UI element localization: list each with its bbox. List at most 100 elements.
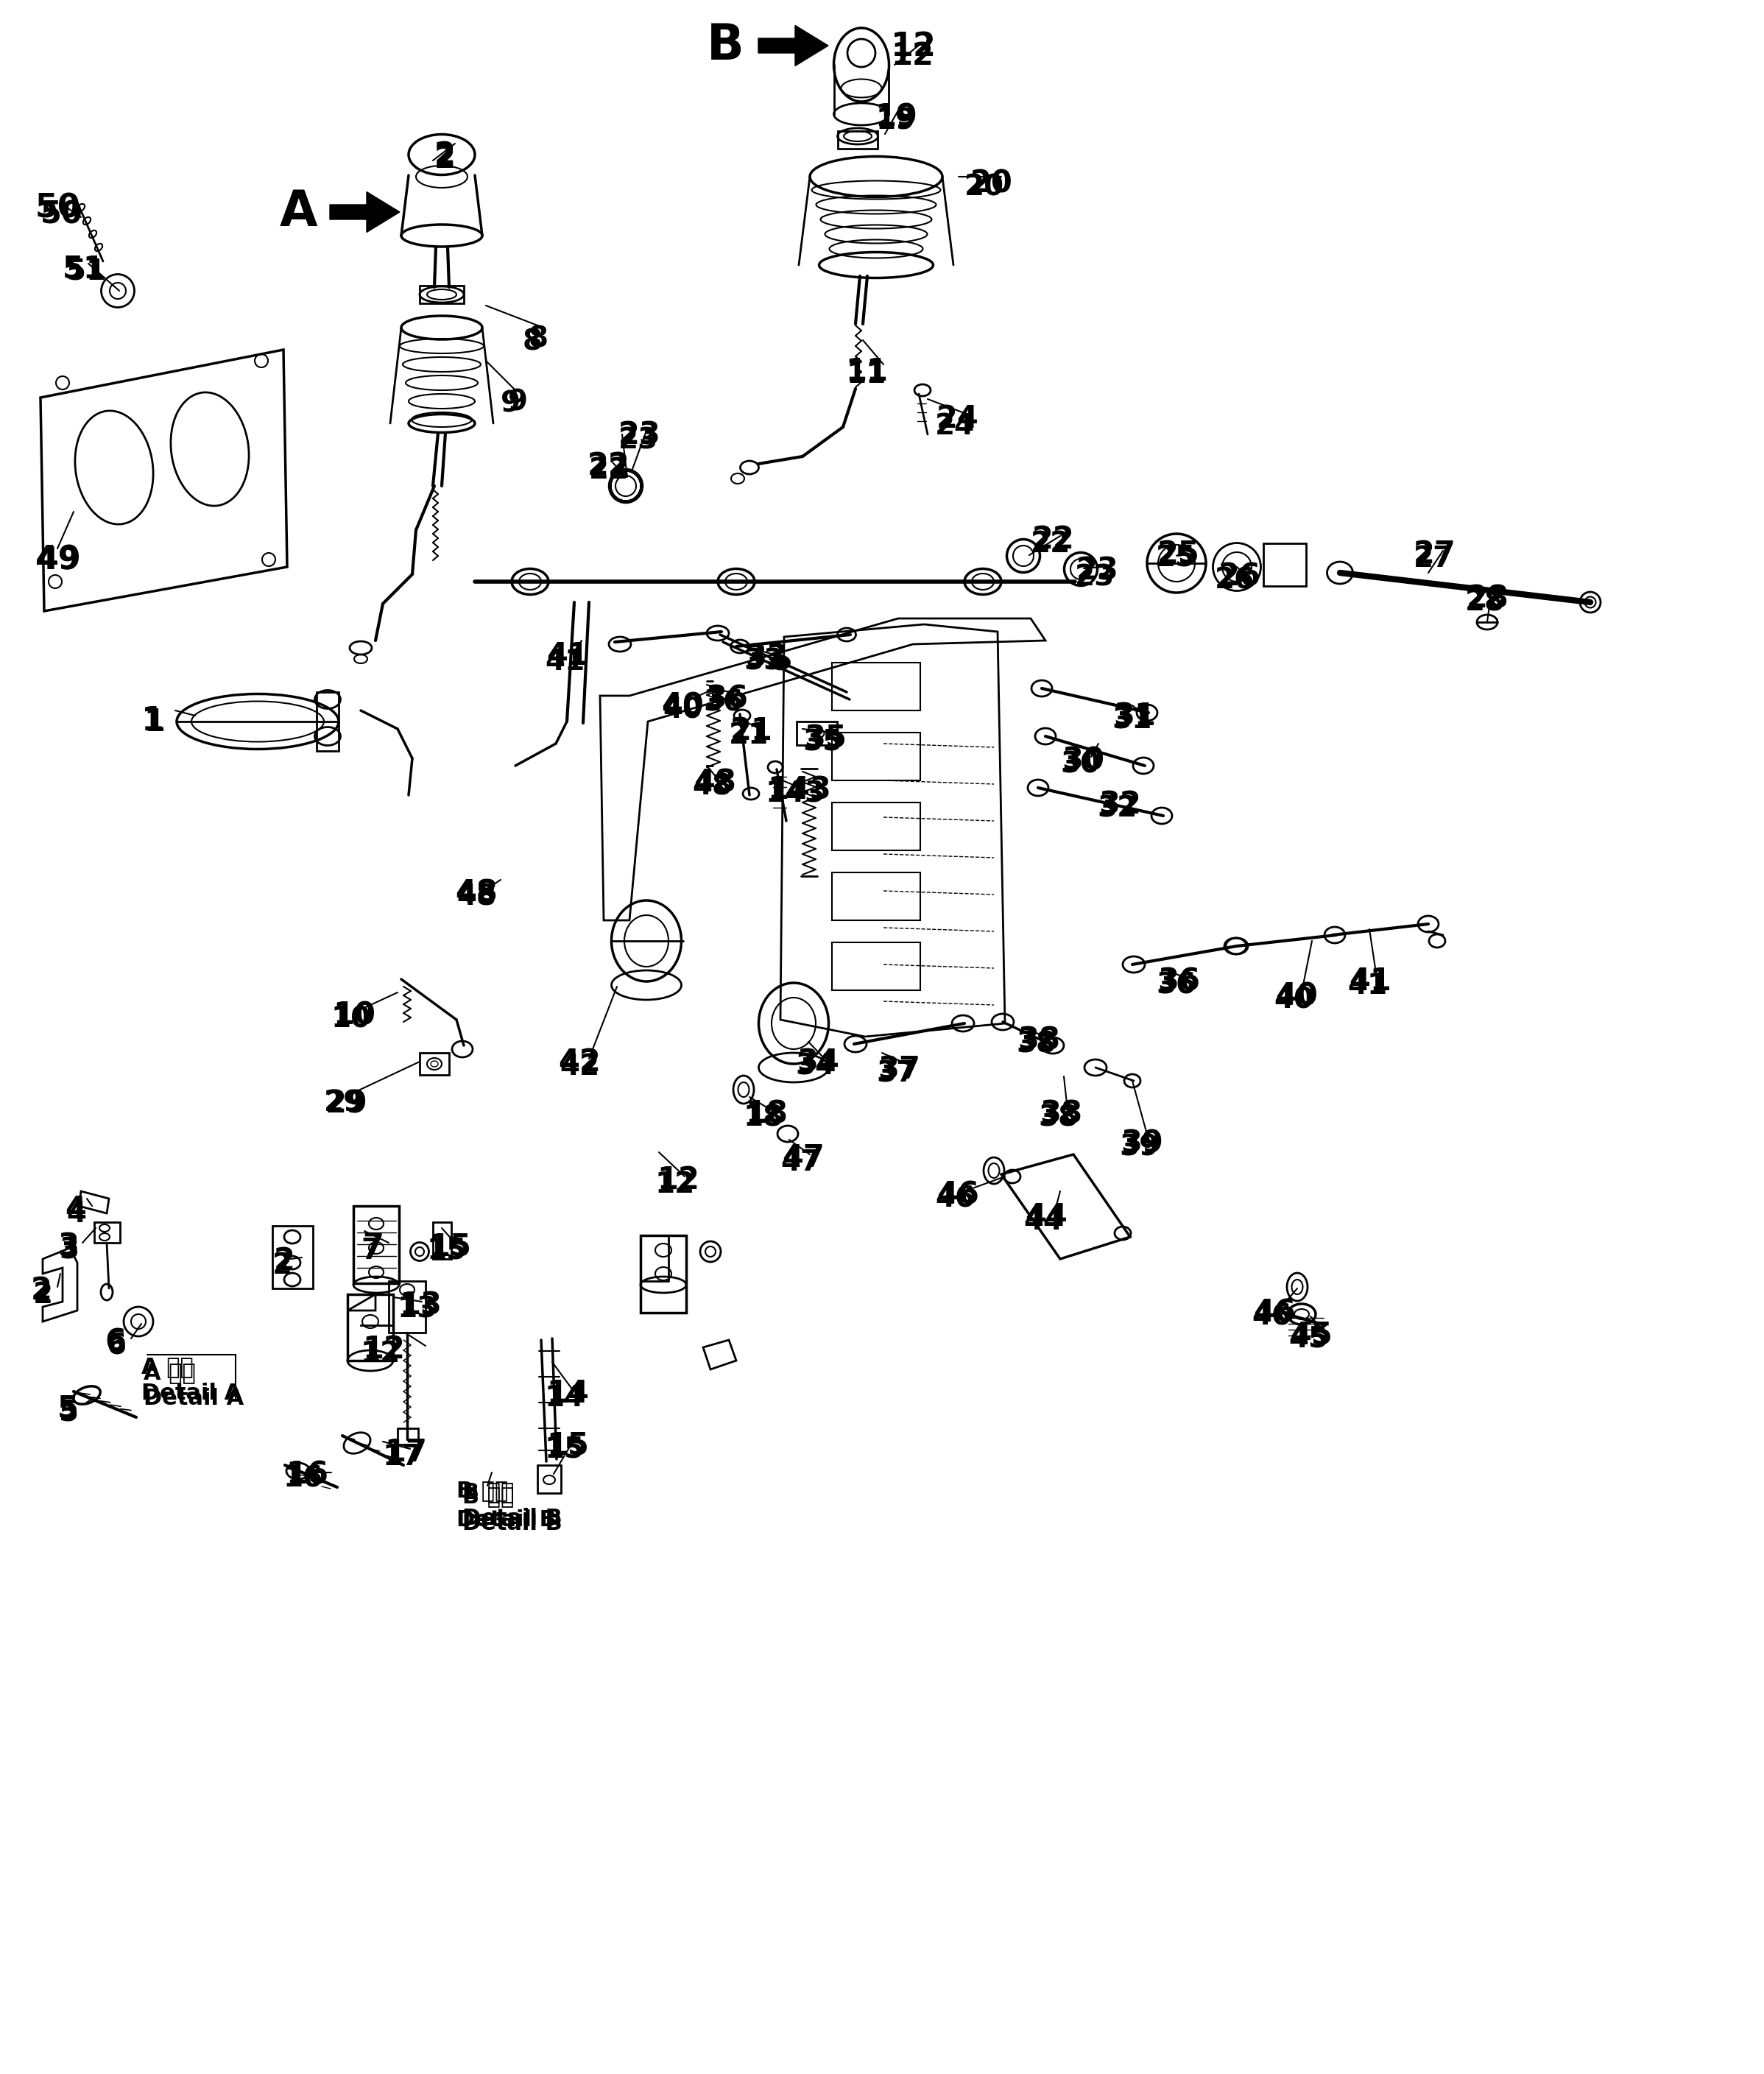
Text: 41: 41 xyxy=(1349,966,1392,998)
Text: B 詳細: B 詳細 xyxy=(462,1481,513,1504)
Text: 32: 32 xyxy=(1099,790,1141,819)
Text: 12: 12 xyxy=(362,1334,404,1365)
Text: 2: 2 xyxy=(434,139,455,170)
FancyArrow shape xyxy=(330,191,400,232)
Text: 12: 12 xyxy=(891,41,933,71)
Text: 28: 28 xyxy=(1466,589,1505,616)
Bar xyxy=(316,693,339,751)
Text: 2: 2 xyxy=(273,1246,295,1278)
Text: 26: 26 xyxy=(1215,566,1254,595)
Bar xyxy=(272,1226,312,1288)
Text: Detail B: Detail B xyxy=(462,1508,563,1529)
Text: 2: 2 xyxy=(434,143,455,174)
Text: 143: 143 xyxy=(767,774,831,805)
Bar xyxy=(420,286,464,303)
Text: 39: 39 xyxy=(1120,1128,1162,1159)
Bar xyxy=(353,1205,399,1284)
Bar xyxy=(797,722,838,745)
Bar xyxy=(388,1282,425,1334)
Text: 16: 16 xyxy=(284,1464,323,1493)
Text: 33: 33 xyxy=(744,647,783,676)
Text: 51: 51 xyxy=(67,257,106,286)
Text: 40: 40 xyxy=(662,691,704,722)
Bar xyxy=(432,1222,452,1259)
Bar xyxy=(1263,543,1305,587)
Text: 18: 18 xyxy=(744,1099,789,1130)
Text: 38: 38 xyxy=(1039,1099,1083,1130)
Text: A 詳細: A 詳細 xyxy=(143,1363,196,1383)
Text: 45: 45 xyxy=(1288,1325,1328,1352)
Bar xyxy=(833,662,921,711)
Text: 31: 31 xyxy=(1113,701,1155,732)
Text: 29: 29 xyxy=(325,1089,363,1118)
Text: 51: 51 xyxy=(62,253,106,284)
Text: 27: 27 xyxy=(1413,539,1455,570)
Text: 39: 39 xyxy=(1118,1134,1159,1161)
Text: 23: 23 xyxy=(1074,564,1115,591)
Text: 18: 18 xyxy=(744,1103,783,1132)
Text: 46: 46 xyxy=(937,1180,979,1211)
Text: Detail B: Detail B xyxy=(462,1512,563,1535)
Bar xyxy=(93,1222,120,1242)
Text: 14: 14 xyxy=(545,1383,584,1412)
Text: 41: 41 xyxy=(545,647,584,676)
Text: 36: 36 xyxy=(704,689,743,716)
Text: 2: 2 xyxy=(272,1251,293,1280)
Text: 15: 15 xyxy=(547,1429,589,1460)
Text: 21: 21 xyxy=(730,716,773,747)
Text: 35: 35 xyxy=(804,724,847,755)
Text: 2: 2 xyxy=(32,1276,53,1307)
Text: 24: 24 xyxy=(935,413,975,440)
Text: 8: 8 xyxy=(529,326,549,353)
Text: 46: 46 xyxy=(1252,1296,1297,1327)
Text: 34: 34 xyxy=(796,1054,834,1081)
Text: 23: 23 xyxy=(619,419,662,450)
Text: 50: 50 xyxy=(41,199,83,230)
Text: 15: 15 xyxy=(427,1236,467,1265)
Text: 27: 27 xyxy=(1413,545,1454,572)
Bar xyxy=(833,873,921,921)
Text: 48: 48 xyxy=(457,884,496,910)
Text: 38: 38 xyxy=(1037,1103,1078,1132)
Text: 29: 29 xyxy=(325,1089,369,1120)
Text: 6: 6 xyxy=(108,1334,127,1361)
Text: 44: 44 xyxy=(1025,1201,1067,1232)
Text: 8: 8 xyxy=(522,328,543,355)
Text: 33: 33 xyxy=(744,643,789,672)
Text: 13: 13 xyxy=(399,1290,441,1321)
Bar xyxy=(420,1054,450,1074)
Text: 30: 30 xyxy=(1060,751,1101,780)
Text: 13: 13 xyxy=(397,1296,437,1323)
Text: 7: 7 xyxy=(362,1232,383,1261)
Text: 46: 46 xyxy=(935,1186,975,1213)
Text: 19: 19 xyxy=(877,106,916,135)
Bar xyxy=(640,1236,686,1313)
Text: 37: 37 xyxy=(877,1054,921,1085)
Text: 23: 23 xyxy=(619,427,658,454)
Text: 20: 20 xyxy=(965,172,1004,201)
Text: 38: 38 xyxy=(1016,1031,1057,1058)
Text: 4: 4 xyxy=(67,1201,86,1228)
FancyArrow shape xyxy=(759,25,829,66)
Text: 41: 41 xyxy=(547,641,589,672)
Bar xyxy=(833,732,921,780)
Bar xyxy=(838,131,877,149)
Text: 2: 2 xyxy=(34,1282,53,1309)
Text: 16: 16 xyxy=(286,1460,328,1489)
Text: 30: 30 xyxy=(1062,745,1104,776)
Text: 20: 20 xyxy=(970,168,1013,199)
Text: 11: 11 xyxy=(847,361,887,388)
Text: 10: 10 xyxy=(332,1006,370,1033)
Text: 35: 35 xyxy=(803,728,843,757)
Text: 21: 21 xyxy=(729,722,769,749)
Text: 10: 10 xyxy=(333,1000,376,1031)
Text: 17: 17 xyxy=(385,1437,427,1468)
Text: 24: 24 xyxy=(937,404,979,433)
Text: Detail A: Detail A xyxy=(143,1388,243,1408)
Text: 47: 47 xyxy=(781,1143,824,1174)
Text: 15: 15 xyxy=(429,1232,471,1261)
Text: 41: 41 xyxy=(1348,973,1387,1000)
Text: B 詳細: B 詳細 xyxy=(457,1481,508,1502)
Text: 9: 9 xyxy=(501,390,520,419)
Text: 48: 48 xyxy=(693,767,736,798)
